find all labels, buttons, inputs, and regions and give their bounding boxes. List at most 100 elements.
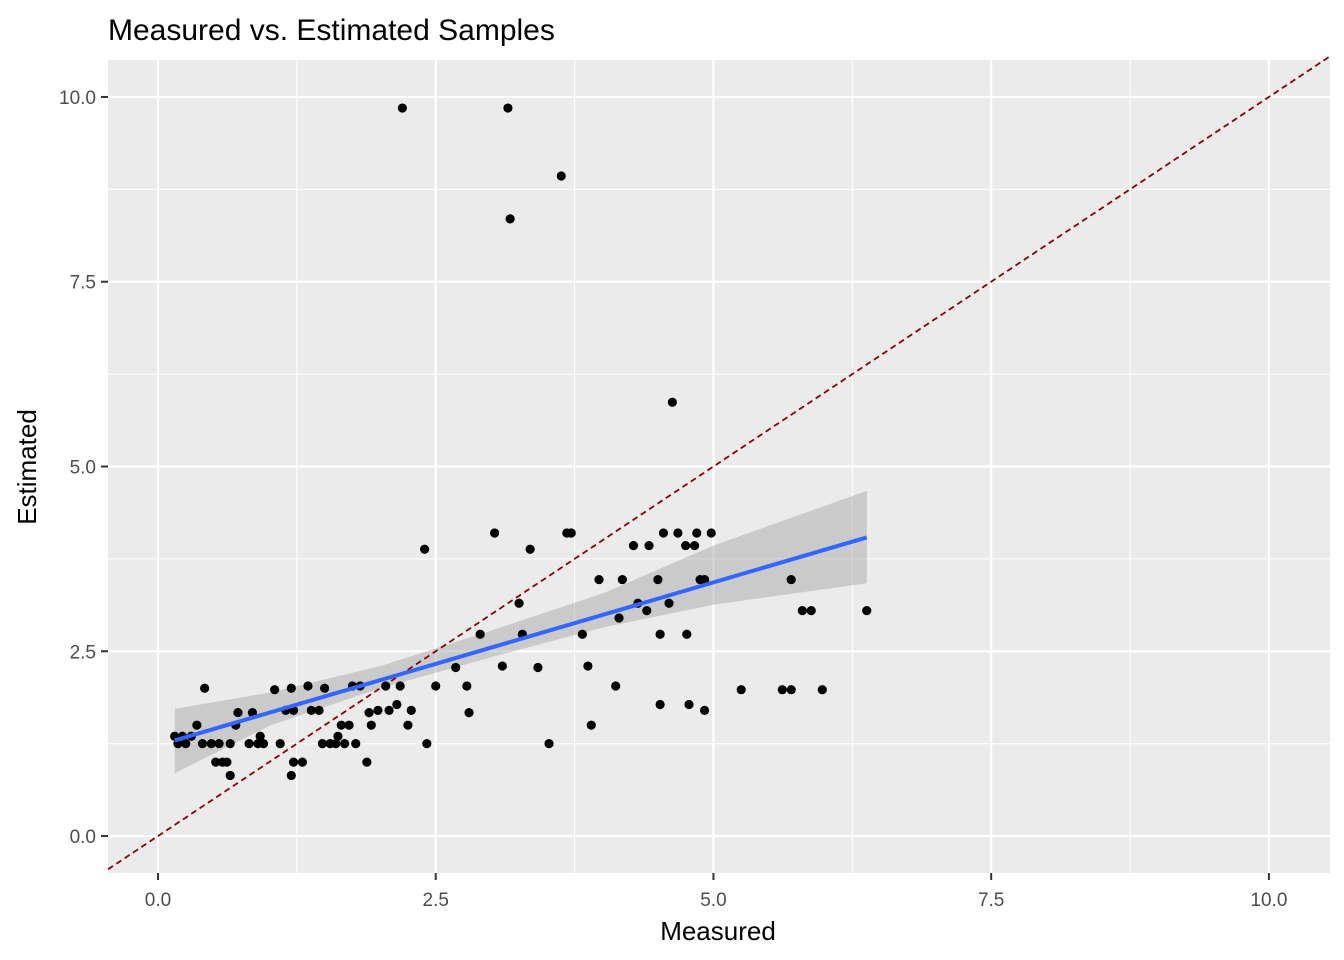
data-point [533,662,543,673]
y-tick-label: 5.0 [70,458,96,479]
data-point [403,720,413,730]
data-point [786,574,796,585]
data-point [806,606,816,616]
data-point [681,540,691,551]
data-point [211,757,221,767]
data-point [306,705,316,716]
points-layer [170,103,872,781]
data-point [699,705,710,716]
data-point [420,544,430,554]
data-point [566,528,576,538]
data-point [682,629,692,639]
data-point [373,705,383,716]
data-point [475,629,485,639]
data-point [333,731,343,741]
data-point [505,214,515,224]
data-point [286,683,296,693]
data-point [655,629,665,639]
data-point [736,685,746,695]
data-point [594,574,604,585]
data-point [862,606,872,616]
data-point [706,528,716,538]
data-point [303,681,313,691]
data-point [395,681,405,691]
data-point [275,739,285,749]
data-point [362,757,372,767]
data-point [406,705,416,716]
data-point [233,708,243,718]
data-point [381,681,391,691]
data-point [244,739,254,749]
data-point [684,699,694,710]
data-point [699,574,710,585]
y-tick-label: 7.5 [70,273,96,294]
data-point [225,739,235,749]
data-point [577,629,587,639]
data-point [489,528,500,538]
axis-ticks: 0.0 2.5 5.0 7.5 10.0 0.0 2.5 5.0 7.5 10.0 [59,88,1287,911]
data-point [658,528,669,538]
data-point [692,528,702,538]
x-tick-label: 2.5 [423,890,449,911]
data-point [667,397,677,407]
data-point [392,699,402,710]
x-tick-label: 7.5 [978,890,1004,911]
data-point [503,103,513,113]
data-point [258,739,269,749]
data-point [611,681,621,691]
data-point [797,606,807,616]
data-point [462,681,472,691]
data-point [642,606,652,616]
data-point [525,544,535,554]
data-point [222,757,232,767]
data-point [653,574,663,585]
data-point [197,739,208,749]
data-point [817,685,827,695]
data-point [431,681,441,691]
data-point [200,683,210,693]
data-point [288,757,299,767]
data-point [464,708,474,718]
data-point [255,731,265,741]
data-point [397,103,407,113]
data-point [344,720,354,730]
data-point [297,757,308,767]
reference-line-layer [107,55,1331,871]
y-axis-title: Estimated [12,409,42,525]
data-point [544,739,554,749]
data-point [583,661,593,671]
data-point [351,739,361,749]
data-point [655,699,665,710]
x-tick-label: 10.0 [1250,890,1287,911]
x-axis-title: Measured [660,916,776,946]
data-point [286,770,296,781]
data-point [644,540,654,551]
x-tick-label: 5.0 [700,890,726,911]
data-point [320,683,330,693]
data-point [366,720,376,730]
x-tick-label: 0.0 [145,890,171,911]
data-point [628,540,639,551]
identity-reference-line [107,55,1331,871]
data-point [181,739,191,749]
y-tick-label: 10.0 [59,88,96,109]
data-point [192,720,202,730]
data-point [777,685,787,695]
data-point [340,739,350,749]
y-tick-label: 2.5 [70,642,96,663]
data-point [317,739,328,749]
data-point [225,770,235,781]
data-point [617,574,627,585]
data-point [614,613,624,623]
data-point [314,705,324,716]
data-point [786,685,796,695]
fit-line-layer [174,535,868,743]
major-gridlines [108,60,1330,873]
data-point [206,739,216,749]
y-tick-label: 0.0 [70,827,96,848]
data-point [451,662,461,673]
data-point [336,720,346,730]
data-point [422,739,432,749]
regression-fit-line [174,535,868,743]
